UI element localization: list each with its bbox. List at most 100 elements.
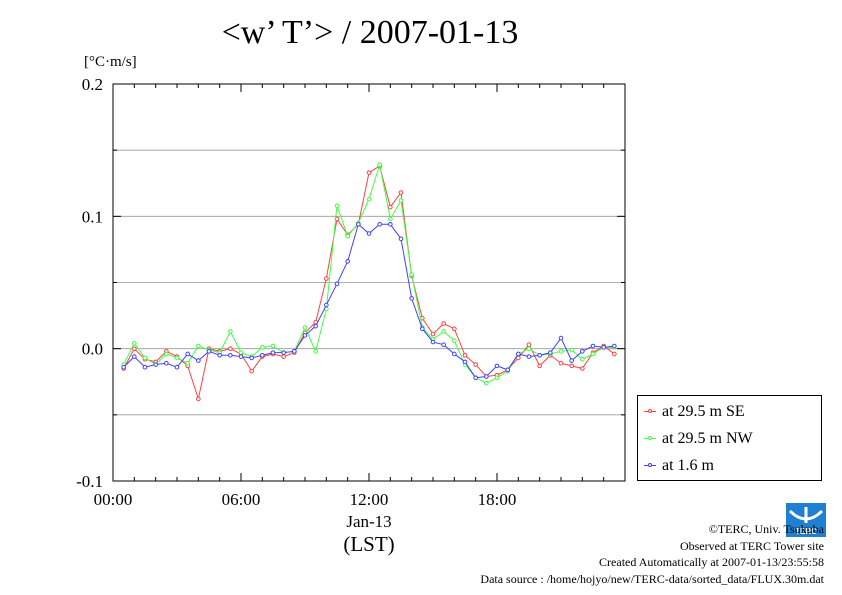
data-point — [612, 351, 617, 357]
y-axis-unit-label: [°C·m/s] — [84, 54, 137, 70]
data-point — [537, 363, 542, 369]
data-point — [238, 354, 244, 359]
data-point — [196, 358, 201, 363]
data-point — [569, 347, 574, 353]
data-point — [558, 335, 564, 341]
data-point — [121, 364, 126, 370]
data-point — [398, 198, 404, 203]
legend: at 29.5 m SE at 29.5 m NW at 1.6 m — [637, 395, 822, 481]
data-point — [366, 196, 372, 202]
credit-copyright: ©TERC, Univ. Tsukuba — [708, 522, 824, 536]
data-point — [164, 351, 169, 357]
y-tick-label: -0.1 — [76, 472, 103, 491]
data-point — [388, 204, 393, 210]
data-point — [281, 350, 286, 355]
x-tick-label: 00:00 — [94, 490, 133, 509]
data-point — [420, 326, 425, 332]
data-point — [366, 170, 372, 175]
data-point — [132, 341, 137, 346]
data-point — [292, 349, 297, 354]
data-point — [548, 350, 553, 355]
data-point — [185, 351, 190, 357]
data-point — [142, 355, 148, 361]
data-point — [462, 352, 468, 358]
legend-label-se: at 29.5 m SE — [662, 403, 745, 420]
data-point — [441, 329, 446, 334]
data-point — [132, 354, 137, 359]
legend-item-nw: at 29.5 m NW — [644, 429, 753, 449]
legend-swatch-low — [644, 461, 656, 471]
x-tick-label: 18:00 — [478, 490, 517, 509]
data-point — [260, 345, 265, 350]
data-point — [334, 281, 340, 287]
credits: ©TERC, Univ. Tsukuba Observed at TERC To… — [480, 521, 824, 587]
data-point — [196, 343, 201, 349]
logo-text: TERC — [795, 527, 817, 536]
data-point — [324, 276, 329, 281]
data-point — [270, 350, 276, 355]
credit-created: Created Automatically at 2007-01-13/23:5… — [599, 555, 824, 569]
data-point — [569, 363, 574, 369]
data-point — [494, 375, 500, 381]
series-1 — [121, 162, 617, 386]
data-point — [377, 162, 382, 168]
data-point — [164, 360, 169, 366]
series-2 — [121, 221, 617, 381]
credit-source: Data source : /home/hojyo/new/TERC-data/… — [480, 571, 824, 586]
data-point — [228, 346, 233, 351]
data-point — [473, 362, 478, 367]
data-point — [174, 355, 180, 361]
data-point — [249, 368, 254, 374]
data-point — [473, 375, 478, 381]
data-point — [356, 221, 361, 227]
data-point — [452, 326, 457, 332]
data-point — [345, 233, 350, 239]
data-point — [526, 346, 532, 351]
y-tick-label: 0.2 — [82, 75, 103, 94]
data-point — [601, 345, 606, 350]
data-point — [228, 352, 233, 358]
x-date-label: Jan-13 — [346, 512, 391, 531]
data-point — [430, 339, 436, 345]
data-point — [580, 349, 585, 354]
data-point — [324, 302, 329, 308]
y-tick-label: 0.1 — [82, 207, 103, 226]
data-point — [313, 323, 318, 329]
data-point — [494, 363, 500, 369]
data-point — [590, 343, 596, 349]
data-point — [217, 352, 222, 358]
y-tick-label: 0.0 — [82, 340, 103, 359]
chart-title: <w’ T’> / 2007-01-13 — [221, 14, 519, 51]
data-point — [302, 333, 308, 338]
data-point — [526, 354, 532, 359]
data-point — [281, 354, 286, 359]
data-point — [580, 356, 585, 362]
data-point — [196, 396, 201, 402]
data-point — [388, 216, 393, 222]
x-tick-label: 12:00 — [350, 490, 389, 509]
data-point — [206, 349, 212, 354]
data-point — [302, 325, 308, 330]
data-point — [409, 296, 414, 301]
legend-item-low: at 1.6 m — [644, 456, 714, 476]
data-point — [228, 329, 233, 334]
data-point — [345, 259, 350, 264]
data-point — [452, 351, 457, 357]
x-tick-label: 06:00 — [222, 490, 261, 509]
data-point — [590, 351, 596, 357]
data-point — [462, 359, 468, 365]
legend-label-low: at 1.6 m — [662, 457, 714, 474]
data-point — [537, 352, 542, 358]
data-point — [558, 349, 564, 354]
x-axis-label: (LST) — [343, 532, 394, 556]
data-point — [430, 331, 436, 337]
data-point — [409, 272, 414, 277]
data-point — [153, 362, 158, 367]
data-point — [398, 190, 404, 195]
data-point — [558, 360, 564, 366]
legend-item-se: at 29.5 m SE — [644, 402, 745, 422]
data-point — [526, 342, 532, 347]
data-point — [174, 364, 180, 370]
data-point — [238, 350, 244, 355]
